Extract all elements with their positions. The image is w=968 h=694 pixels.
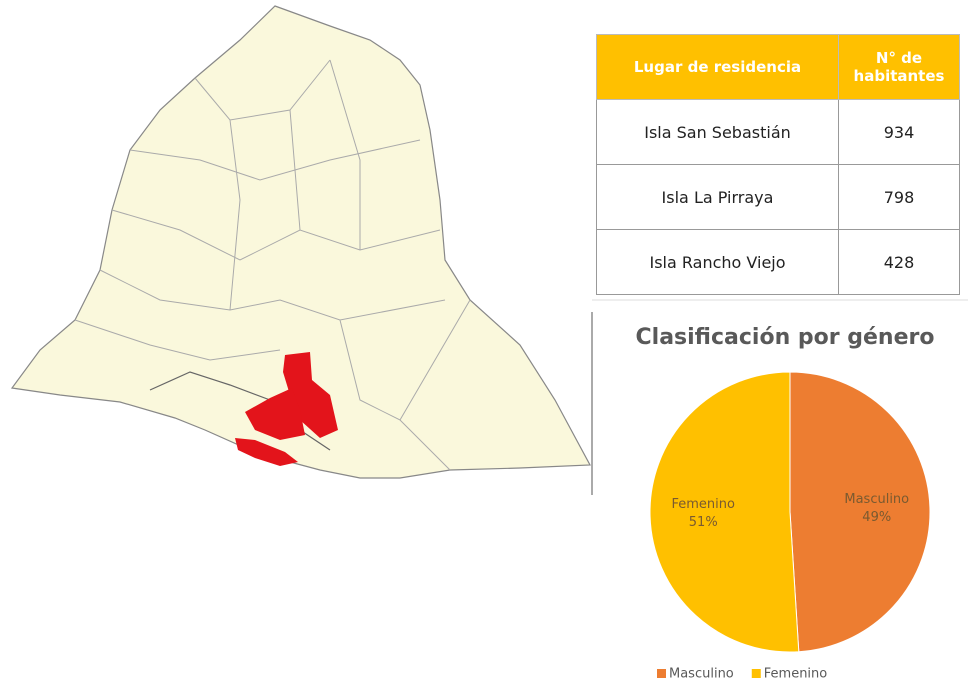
- data-label-value: 49%: [862, 510, 891, 525]
- cell: 934: [838, 99, 960, 165]
- legend-label: Masculino: [669, 667, 734, 682]
- map: [10, 5, 591, 479]
- cell: 798: [838, 164, 960, 230]
- pie-slice: [789, 371, 931, 653]
- legend-swatch: [751, 669, 761, 678]
- chart-title: Clasificación por género: [636, 325, 935, 350]
- data-label-name: Masculino: [844, 492, 909, 507]
- header-row: Lugar de residencia N° de habitantes: [596, 34, 960, 100]
- cell: 428: [838, 229, 960, 295]
- row: Isla Rancho Viejo 428: [596, 229, 960, 295]
- table: Lugar de residencia N° de habitantes Isl…: [596, 34, 960, 295]
- data-label-name: Femenino: [672, 497, 736, 512]
- header-cell: N° de habitantes: [838, 34, 960, 100]
- cell: Isla San Sebastián: [596, 99, 839, 165]
- row: Isla La Pirraya 798: [596, 164, 960, 230]
- pie-slice: [649, 371, 800, 653]
- row: Isla San Sebastián 934: [596, 99, 960, 165]
- header-cell: Lugar de residencia: [596, 34, 839, 100]
- data-label-value: 51%: [689, 515, 718, 530]
- legend-label: Femenino: [764, 667, 828, 682]
- cell: Isla La Pirraya: [596, 164, 839, 230]
- legend-swatch: [657, 669, 666, 678]
- cell: Isla Rancho Viejo: [596, 229, 839, 295]
